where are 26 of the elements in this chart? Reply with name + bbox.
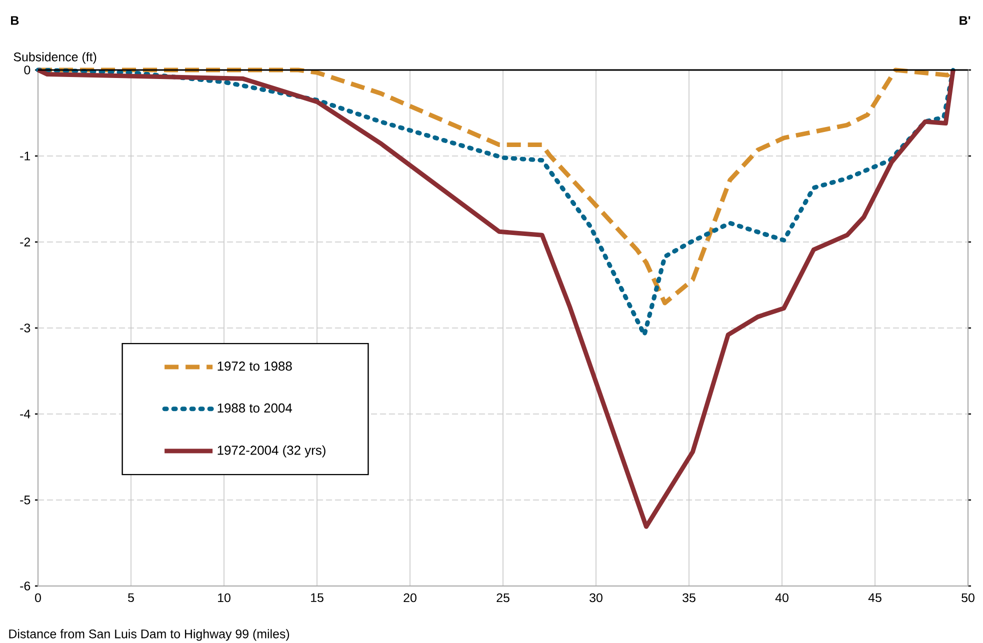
x-tick-label: 0 [35, 593, 41, 602]
x-tick-label: 25 [496, 593, 510, 602]
y-tick-label: -2 [20, 238, 30, 246]
y-axis-title: Subsidence (ft) [14, 52, 96, 64]
x-axis-title: Distance from San Luis Dam to Highway 99 (miles) [9, 629, 290, 641]
x-tick-label: 10 [218, 593, 230, 602]
line-series [36, 68, 956, 529]
x-tick-label: 5 [128, 593, 134, 602]
y-tick-label: -4 [20, 410, 30, 418]
x-tick-label: 45 [868, 593, 882, 602]
x-tick-label: 20 [404, 593, 416, 602]
text: B [11, 16, 19, 25]
legend-label: 1988 to 2004 [218, 403, 292, 413]
legend-label: 1972 to 1988 [218, 362, 292, 371]
text: B' [960, 16, 970, 25]
x-tick-label: 50 [962, 593, 974, 602]
y-tick-label: -6 [20, 582, 30, 590]
x-tick-label: 40 [775, 593, 788, 602]
x-tick-label: 30 [590, 593, 602, 602]
legend-label: 1972-2004 (32 yrs) [218, 445, 326, 458]
y-tick-label: 0 [24, 66, 30, 74]
x-tick-label: 35 [682, 593, 696, 602]
y-tick-label: -1 [20, 152, 30, 160]
y-tick-label: -5 [20, 496, 30, 504]
x-tick-label: 15 [311, 593, 324, 602]
y-tick-label: -3 [20, 324, 30, 332]
